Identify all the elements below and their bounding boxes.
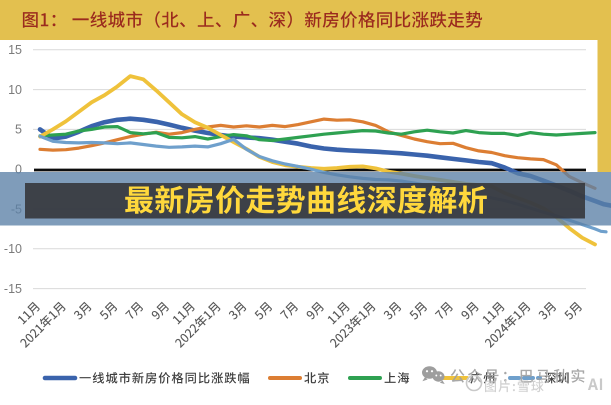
- svg-text:10: 10: [8, 83, 22, 97]
- svg-text:15: 15: [8, 43, 22, 57]
- svg-text:-10: -10: [4, 242, 22, 256]
- svg-text:5: 5: [15, 123, 22, 137]
- svg-text:-15: -15: [4, 282, 22, 296]
